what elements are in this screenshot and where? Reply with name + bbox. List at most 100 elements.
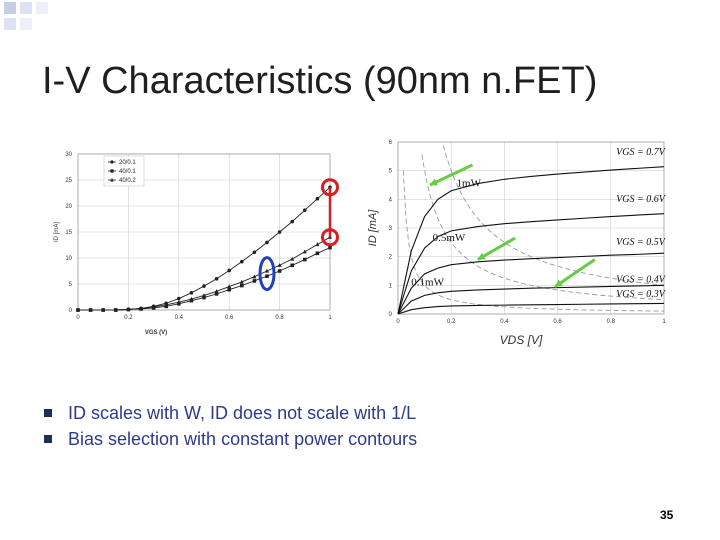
x-tick-label: 0.4 (500, 319, 509, 325)
y-tick-label: 5 (389, 169, 393, 175)
data-point (101, 307, 106, 312)
x-axis-label: VGS (V) (145, 330, 167, 336)
data-point (151, 304, 156, 309)
series-line (397, 252, 665, 315)
y-tick-label: 0 (389, 312, 393, 318)
data-point (189, 291, 194, 295)
x-tick-label: 0.2 (447, 319, 456, 325)
square-bullet-icon (44, 409, 52, 417)
data-point (240, 283, 244, 288)
data-point (227, 287, 231, 292)
data-point (176, 300, 181, 304)
x-tick-label: 0 (76, 315, 80, 321)
data-point (265, 268, 269, 273)
green-arrow (477, 236, 516, 261)
series-line (397, 213, 665, 315)
y-tick-label: 4 (389, 197, 393, 203)
data-point (303, 257, 307, 262)
square-bullet-icon (44, 435, 52, 443)
series-line (397, 302, 665, 315)
green-arrowhead (429, 178, 438, 186)
legend-marker (110, 160, 114, 164)
y-tick-label: 1 (389, 283, 393, 289)
x-tick-label: 0.6 (553, 319, 562, 325)
data-point (315, 196, 320, 201)
green-arrow (554, 258, 596, 289)
data-point (302, 249, 307, 254)
y-axis-label: ID [mA] (54, 222, 60, 242)
y-tick-label: 10 (65, 256, 72, 262)
bullet-text: ID scales with W, ID does not scale with… (68, 402, 417, 423)
data-point (290, 256, 295, 261)
plot-frame (397, 141, 665, 315)
x-tick-label: 0.2 (124, 315, 133, 321)
bullet-text: Bias selection with constant power conto… (68, 428, 418, 449)
highlight-circle (321, 178, 339, 197)
data-point (239, 279, 244, 284)
data-point (113, 307, 118, 312)
data-point (214, 289, 219, 293)
id-vs-vgs-chart: 0 5 10 15 20 25 30 0 0.2 0.4 0.6 0.8 1 VGS (V) ID [mA]… (54, 152, 339, 336)
series-line (78, 186, 331, 311)
legend-marker (110, 178, 114, 182)
series-line (397, 284, 665, 315)
data-point (202, 295, 206, 300)
data-point (277, 269, 282, 273)
slide-title: I-V Characteristics (90nm n.FET) (42, 60, 598, 102)
y-tick-label: 3 (389, 226, 393, 232)
x-tick-label: 1 (662, 319, 666, 325)
page-number: 35 (660, 508, 674, 522)
data-point (328, 245, 332, 250)
data-point (265, 240, 269, 245)
id-vs-vds-chart: 0 1 2 3 4 5 6 0 0.2 0.4 0.6 0.8 1 VDS [V] ID [mA] VGS =… (367, 140, 667, 347)
contour-label: 1mW (457, 177, 482, 189)
data-point (265, 274, 269, 278)
contour-label: 0.5mW (433, 232, 466, 244)
legend-label: 40/0.1 (119, 169, 136, 175)
data-point (252, 279, 257, 283)
y-tick-label: 0 (69, 308, 73, 314)
data-point (315, 251, 320, 256)
curve-label: VGS = 0.6V (616, 194, 667, 205)
data-point (202, 284, 206, 288)
green-arrow (429, 163, 474, 187)
y-axis-label: ID [mA] (367, 209, 379, 247)
data-point (240, 259, 244, 264)
highlight-circle (321, 228, 339, 247)
legend-label: 20/0.1 (119, 160, 136, 166)
data-point (290, 263, 294, 268)
y-tick-label: 20 (65, 204, 72, 210)
data-point (214, 277, 219, 281)
data-point (126, 307, 131, 312)
green-arrowhead (554, 279, 563, 287)
corner-decoration (4, 2, 48, 30)
data-point (139, 306, 143, 311)
data-point (164, 302, 169, 307)
bullet-list: ID scales with W, ID does not scale with… (44, 400, 417, 452)
data-point (227, 284, 232, 289)
x-tick-label: 1 (328, 315, 332, 321)
power-contour (442, 145, 665, 286)
data-point (227, 268, 231, 273)
x-axis-label: VDS [V] (500, 333, 543, 347)
curve-label: VGS = 0.7V (616, 147, 667, 158)
data-point (189, 296, 194, 301)
green-arrowhead (477, 252, 486, 260)
x-tick-label: 0.6 (225, 315, 234, 321)
data-point (303, 208, 307, 212)
data-point (277, 230, 282, 234)
y-tick-label: 5 (69, 282, 73, 288)
curve-label: VGS = 0.5V (616, 237, 667, 248)
x-tick-label: 0.8 (607, 319, 616, 325)
data-point (177, 296, 181, 301)
legend-marker (110, 169, 114, 173)
data-point (88, 307, 93, 312)
curve-label: VGS = 0.3V (616, 289, 667, 300)
x-tick-label: 0.8 (275, 315, 284, 321)
y-tick-label: 30 (65, 152, 72, 158)
y-tick-label: 6 (389, 140, 393, 146)
y-tick-label: 25 (65, 178, 72, 184)
data-point (214, 292, 219, 296)
bullet-item: Bias selection with constant power conto… (44, 426, 417, 452)
data-point (290, 219, 294, 224)
